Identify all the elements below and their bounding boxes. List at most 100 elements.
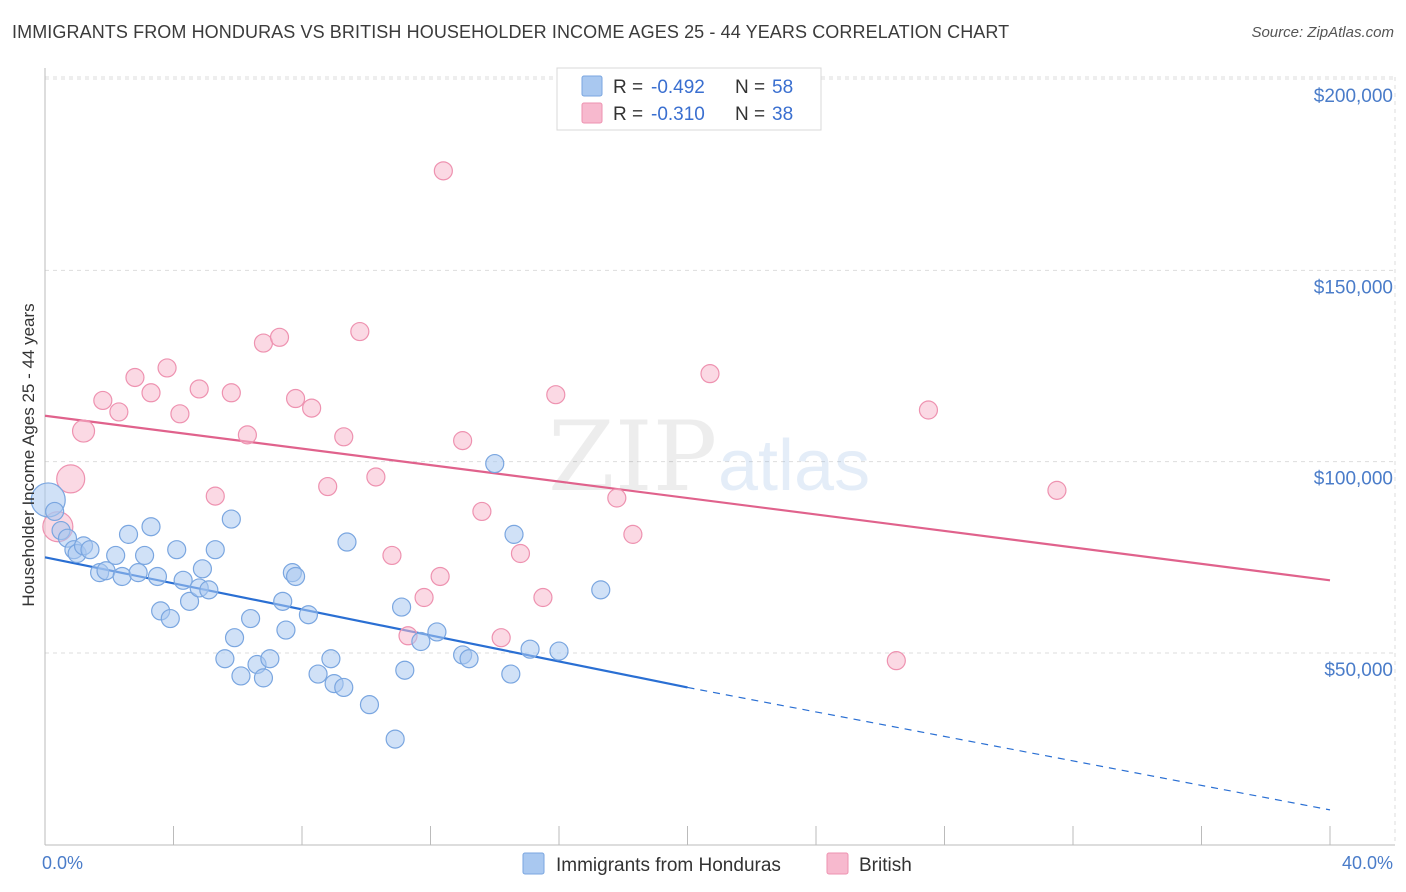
y-axis-label: Householder Income Ages 25 - 44 years: [19, 303, 38, 606]
axes-layer: [44, 68, 1395, 846]
point-honduras-21: [179, 591, 200, 611]
point-british-35: [886, 651, 906, 671]
point-honduras-47: [395, 660, 415, 680]
point-honduras-35: [276, 620, 296, 640]
point-british-29: [510, 543, 531, 564]
point-honduras-40: [321, 649, 341, 669]
legend-swatch-honduras: [581, 75, 603, 97]
y-tick-label-3: $200,000: [1314, 86, 1393, 107]
point-honduras-44: [359, 695, 380, 715]
bottom-legend-label-british: British: [859, 855, 912, 876]
point-british-27: [472, 501, 492, 522]
y-tick-label-1: $100,000: [1314, 469, 1393, 490]
point-british-21: [382, 545, 402, 566]
point-honduras-56: [549, 641, 569, 661]
point-british-16: [302, 398, 322, 418]
legend-n-value-honduras: 58: [772, 77, 793, 98]
point-honduras-24: [199, 580, 219, 600]
point-british-15: [285, 388, 306, 409]
point-honduras-19: [167, 540, 187, 560]
point-honduras-23: [192, 559, 213, 579]
point-british-9: [189, 379, 209, 399]
point-british-4: [109, 402, 129, 422]
point-british-31: [546, 385, 566, 405]
point-british-3: [93, 390, 113, 411]
point-honduras-11: [112, 566, 132, 587]
bottom-legend-swatch-honduras: [522, 852, 545, 875]
point-british-1: [56, 464, 86, 494]
point-honduras-48: [411, 631, 431, 652]
point-honduras-57: [591, 580, 611, 600]
point-honduras-51: [459, 649, 479, 669]
point-british-23: [414, 587, 434, 608]
point-british-32: [607, 488, 627, 508]
legend-r-label-british: R =: [613, 104, 643, 125]
zipatlas-watermark: ZIP atlas: [548, 401, 870, 513]
bottom-legend-swatch-british: [826, 852, 849, 875]
legend-swatch-british: [581, 102, 603, 124]
watermark-zip: ZIP: [548, 401, 717, 513]
point-british-34: [700, 364, 720, 384]
point-british-30: [533, 587, 553, 608]
point-british-13: [253, 333, 274, 353]
point-honduras-7: [80, 540, 100, 560]
point-british-12: [237, 425, 257, 445]
point-honduras-29: [231, 666, 251, 686]
point-honduras-27: [221, 509, 241, 529]
legend-n-label-british: N =: [735, 104, 765, 125]
point-honduras-18: [160, 608, 180, 629]
legend-n-value-british: 38: [772, 104, 793, 125]
point-honduras-33: [260, 649, 280, 669]
point-british-28: [491, 628, 511, 648]
point-honduras-12: [118, 524, 139, 544]
point-honduras-20: [173, 570, 193, 590]
point-honduras-26: [215, 649, 235, 669]
point-british-8: [170, 404, 190, 424]
point-honduras-46: [391, 597, 412, 617]
point-british-24: [430, 566, 450, 587]
point-honduras-39: [308, 664, 328, 684]
chart-title: IMMIGRANTS FROM HONDURAS VS BRITISH HOUS…: [12, 22, 1010, 42]
point-british-19: [350, 321, 370, 342]
point-british-6: [141, 383, 161, 403]
point-honduras-9: [96, 561, 116, 581]
point-honduras-32: [253, 668, 274, 688]
x-tick-label-min: 0.0%: [42, 853, 83, 873]
point-british-18: [334, 427, 354, 447]
point-honduras-30: [241, 608, 261, 629]
watermark-atlas: atlas: [718, 426, 870, 506]
point-honduras-1: [45, 501, 65, 522]
legend-n-label-honduras: N =: [735, 77, 765, 98]
point-british-2: [71, 419, 96, 443]
point-honduras-38: [298, 605, 319, 625]
point-british-20: [366, 467, 386, 487]
point-honduras-52: [485, 453, 505, 474]
legend-r-value-honduras: -0.492: [651, 77, 705, 98]
point-honduras-34: [273, 591, 293, 611]
point-british-17: [318, 476, 338, 497]
point-honduras-10: [106, 545, 126, 566]
points-layer: [30, 161, 1067, 749]
stats-legend: R = -0.492 N = 58 R = -0.310 N = 38: [556, 67, 822, 131]
point-british-14: [269, 327, 290, 347]
point-honduras-14: [134, 545, 155, 566]
point-honduras-55: [520, 639, 540, 659]
point-british-36: [918, 400, 939, 420]
point-honduras-28: [224, 628, 245, 648]
point-honduras-13: [128, 563, 148, 583]
bottom-legend-label-honduras: Immigrants from Honduras: [556, 855, 781, 876]
trendline-honduras-extension: [687, 686, 1331, 811]
trendline-british: [44, 414, 1331, 582]
point-british-5: [125, 367, 145, 388]
y-tick-label-2: $150,000: [1314, 277, 1393, 298]
chart-source: Source: ZipAtlas.com: [1251, 24, 1394, 41]
point-honduras-16: [147, 566, 168, 587]
point-british-10: [205, 486, 225, 506]
point-honduras-53: [501, 664, 521, 684]
point-british-33: [623, 524, 643, 544]
point-british-26: [453, 431, 473, 451]
x-tick-label-max: 40.0%: [1342, 853, 1393, 873]
point-british-7: [157, 358, 177, 378]
y-tick-label-0: $50,000: [1324, 660, 1393, 681]
series-legend: Immigrants from Honduras British: [522, 852, 912, 876]
